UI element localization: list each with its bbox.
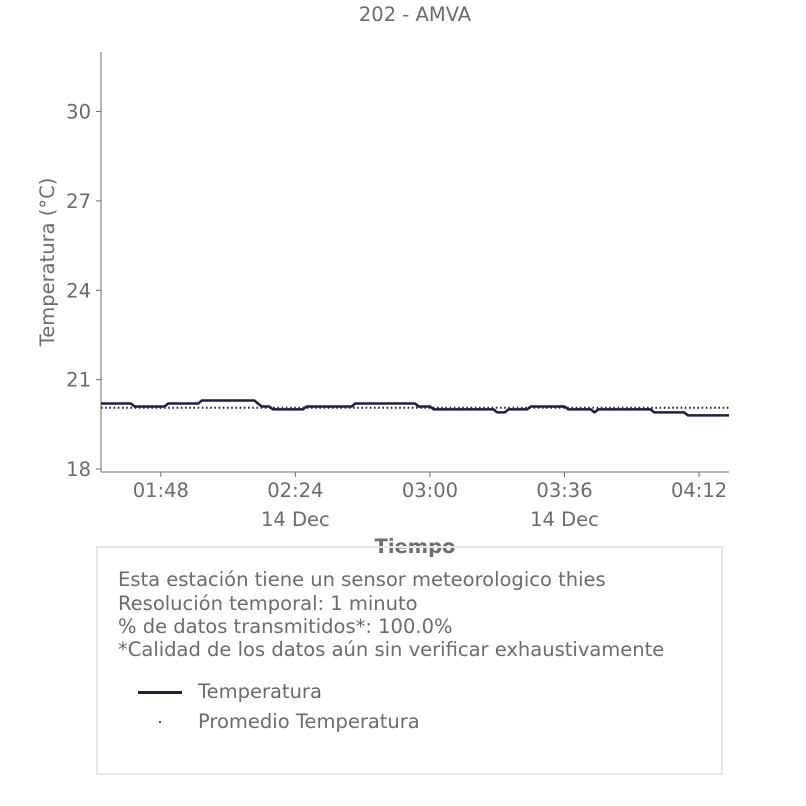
chart-axes xyxy=(100,52,729,473)
legend-label: Temperatura xyxy=(198,680,322,703)
y-tick-label: 18 xyxy=(66,458,91,481)
info-line-transmitted: % de datos transmitidos*: 100.0% xyxy=(118,615,453,638)
y-tick-label: 21 xyxy=(66,369,91,392)
legend-label: Promedio Temperatura xyxy=(198,710,420,733)
station-info-box: Esta estación tiene un sensor meteorolog… xyxy=(96,546,723,775)
x-tick-label: 02:24 xyxy=(267,479,323,502)
x-tick-label: 03:36 xyxy=(536,479,592,502)
legend-solid-line-swatch xyxy=(138,691,182,694)
y-tick-label: 27 xyxy=(66,190,91,213)
info-line-resolution: Resolución temporal: 1 minuto xyxy=(118,592,418,615)
series-temperatura xyxy=(101,399,729,417)
y-tick-label: 24 xyxy=(66,279,91,302)
x-tick-label: 04:12 xyxy=(671,479,727,502)
info-line-sensor: Esta estación tiene un sensor meteorolog… xyxy=(118,568,606,591)
x-tick-label: 01:48 xyxy=(133,479,189,502)
x-tick-label: 03:00 xyxy=(402,479,458,502)
y-tick-label: 30 xyxy=(66,101,91,124)
info-line-quality-note: *Calidad de los datos aún sin verificar … xyxy=(118,638,665,661)
legend-dotted-line-swatch xyxy=(159,721,161,723)
y-ticks: 18 21 24 27 30 xyxy=(66,101,101,481)
x-tick-date-label: 14 Dec xyxy=(530,508,599,531)
series-layer xyxy=(101,399,729,417)
y-axis-label: Temperatura (°C) xyxy=(36,178,59,348)
x-tick-date-label: 14 Dec xyxy=(261,508,330,531)
chart-title: 202 - AMVA xyxy=(359,3,472,26)
x-ticks: 01:48 02:24 14 Dec 03:00 03:36 14 Dec 04:12 xyxy=(133,472,727,531)
